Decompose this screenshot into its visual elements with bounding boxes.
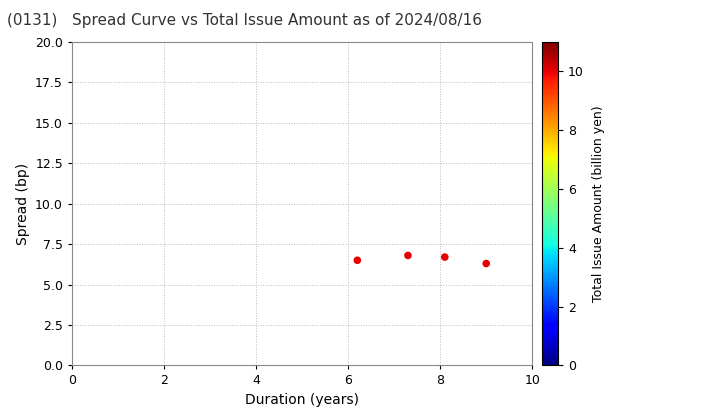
Y-axis label: Spread (bp): Spread (bp): [16, 163, 30, 245]
X-axis label: Duration (years): Duration (years): [245, 393, 359, 407]
Text: (0131)   Spread Curve vs Total Issue Amount as of 2024/08/16: (0131) Spread Curve vs Total Issue Amoun…: [7, 13, 482, 28]
Point: [402, 252, 414, 259]
Point: [351, 257, 363, 264]
Point: [480, 260, 492, 267]
Y-axis label: Total Issue Amount (billion yen): Total Issue Amount (billion yen): [592, 105, 605, 302]
Point: [439, 254, 451, 260]
